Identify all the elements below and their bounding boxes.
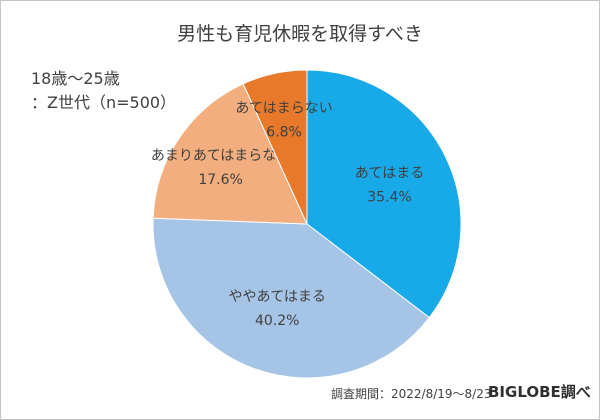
slice-value-0: 35.4% — [367, 189, 411, 205]
slice-value-3: 6.8% — [266, 125, 302, 141]
sample-note: 18歳～25歳 ：Z世代（n=500） — [31, 67, 176, 115]
slice-label-1: ややあてはまる — [228, 289, 325, 305]
slice-label-3: あてはまらない — [235, 101, 332, 117]
survey-period: 調査期間：2022/8/19～8/23 — [331, 387, 492, 401]
slice-value-1: 40.2% — [255, 313, 299, 329]
pie-slice-3 — [242, 69, 308, 225]
source-credit: BIGLOBE調べ — [488, 383, 591, 401]
sample-age-range: 18歳～25歳 — [31, 69, 120, 88]
pie-slice-2 — [152, 83, 308, 225]
slice-label-2: あまりあてはまらない — [151, 148, 290, 164]
pie-slice-0 — [306, 69, 462, 319]
pie-slice-1 — [152, 217, 430, 379]
sample-size: ：Z世代（n=500） — [31, 93, 177, 112]
chart-title: 男性も育児休暇を取得すべき — [177, 23, 423, 45]
slice-label-0: あてはまる — [355, 165, 424, 181]
slice-value-2: 17.6% — [198, 172, 242, 188]
